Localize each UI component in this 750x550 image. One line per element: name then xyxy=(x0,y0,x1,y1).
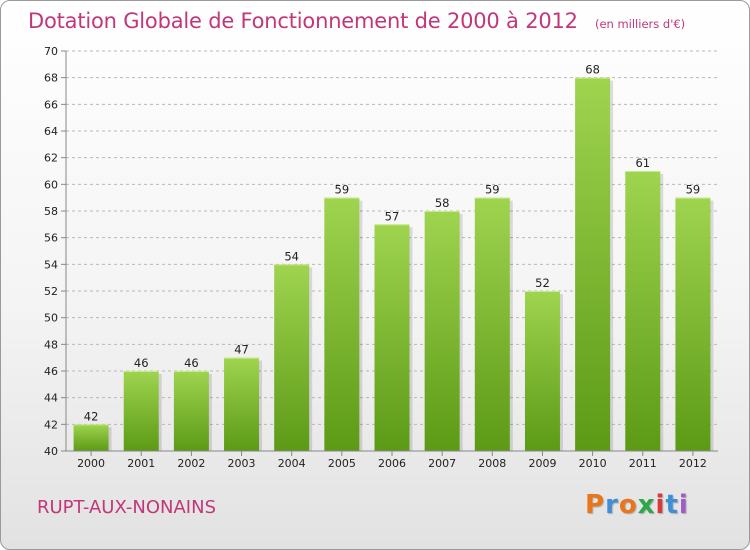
x-tick-label: 2011 xyxy=(629,457,657,470)
y-tick-label: 68 xyxy=(44,72,58,85)
bar-value-label: 57 xyxy=(385,209,400,223)
x-tick-label: 2005 xyxy=(328,457,356,470)
y-tick-label: 44 xyxy=(44,392,58,405)
logo-letter: t xyxy=(665,490,679,520)
chart-title: Dotation Globale de Fonctionnement de 20… xyxy=(28,9,578,33)
bar-value-label: 59 xyxy=(686,183,701,197)
chart-unit: (en milliers d'€) xyxy=(594,17,686,31)
x-tick-label: 2003 xyxy=(228,457,256,470)
bar-value-label: 54 xyxy=(284,249,299,263)
x-tick-label: 2002 xyxy=(177,457,205,470)
proxiti-logo: Proxiti xyxy=(585,490,689,520)
y-tick-label: 42 xyxy=(44,418,58,431)
bar-2005 xyxy=(324,197,360,451)
bar-2001 xyxy=(123,371,159,451)
y-tick-label: 54 xyxy=(44,258,58,271)
logo-letter: o xyxy=(618,490,638,520)
y-tick-label: 46 xyxy=(44,365,58,378)
bars xyxy=(73,77,714,452)
y-tick-label: 52 xyxy=(44,285,58,298)
bar-value-label: 58 xyxy=(435,196,450,210)
logo-letter: P xyxy=(585,490,606,520)
x-tick-label: 2007 xyxy=(428,457,456,470)
bar-2002 xyxy=(173,371,209,451)
y-tick-label: 48 xyxy=(44,338,58,351)
x-tick-label: 2004 xyxy=(278,457,306,470)
y-tick-label: 40 xyxy=(44,445,58,458)
logo-letter: x xyxy=(637,490,656,520)
y-tick-label: 56 xyxy=(44,232,58,245)
logo-letter: i xyxy=(655,490,666,520)
bar-value-label: 46 xyxy=(184,356,199,370)
bar-2010 xyxy=(575,77,611,452)
bar-2011 xyxy=(625,171,661,451)
labels: 40 42 44 46 48 50 52 54 56 58 60 62 64 66 68 70 42 2000 46… xyxy=(44,45,707,470)
x-tick-label: 2012 xyxy=(679,457,707,470)
logo-letter: i xyxy=(678,490,689,520)
x-tick-label: 2006 xyxy=(378,457,406,470)
commune-name: RUPT-AUX-NONAINS xyxy=(37,497,217,518)
x-tick-label: 2000 xyxy=(77,457,105,470)
bar-2006 xyxy=(374,224,410,451)
y-tick-label: 60 xyxy=(44,178,58,191)
x-tick-label: 2010 xyxy=(579,457,607,470)
bar-value-label: 52 xyxy=(535,276,550,290)
bar-2008 xyxy=(474,197,510,451)
bar-2007 xyxy=(424,211,460,451)
bar-2004 xyxy=(274,264,310,451)
y-tick-label: 58 xyxy=(44,205,58,218)
logo-letter: r xyxy=(605,490,619,520)
y-tick-label: 66 xyxy=(44,98,58,111)
bar-2012 xyxy=(675,197,711,451)
y-tick-label: 62 xyxy=(44,152,58,165)
y-tick-label: 64 xyxy=(44,125,58,138)
bar-value-label: 59 xyxy=(335,183,350,197)
title-row: Dotation Globale de Fonctionnement de 20… xyxy=(28,9,685,33)
bar-value-label: 68 xyxy=(585,63,600,77)
x-tick-label: 2008 xyxy=(478,457,506,470)
bar-2009 xyxy=(524,291,560,451)
bar-value-label: 61 xyxy=(635,156,650,170)
bar-value-label: 59 xyxy=(485,183,500,197)
bar-value-label: 46 xyxy=(134,356,149,370)
x-tick-label: 2009 xyxy=(528,457,556,470)
bar-2003 xyxy=(224,357,260,451)
x-tick-label: 2001 xyxy=(127,457,155,470)
axes xyxy=(61,50,718,456)
bar-2000 xyxy=(73,424,109,451)
bar-value-label: 47 xyxy=(234,343,249,357)
y-tick-label: 70 xyxy=(44,45,58,58)
bar-value-label: 42 xyxy=(84,409,99,423)
y-tick-label: 50 xyxy=(44,312,58,325)
